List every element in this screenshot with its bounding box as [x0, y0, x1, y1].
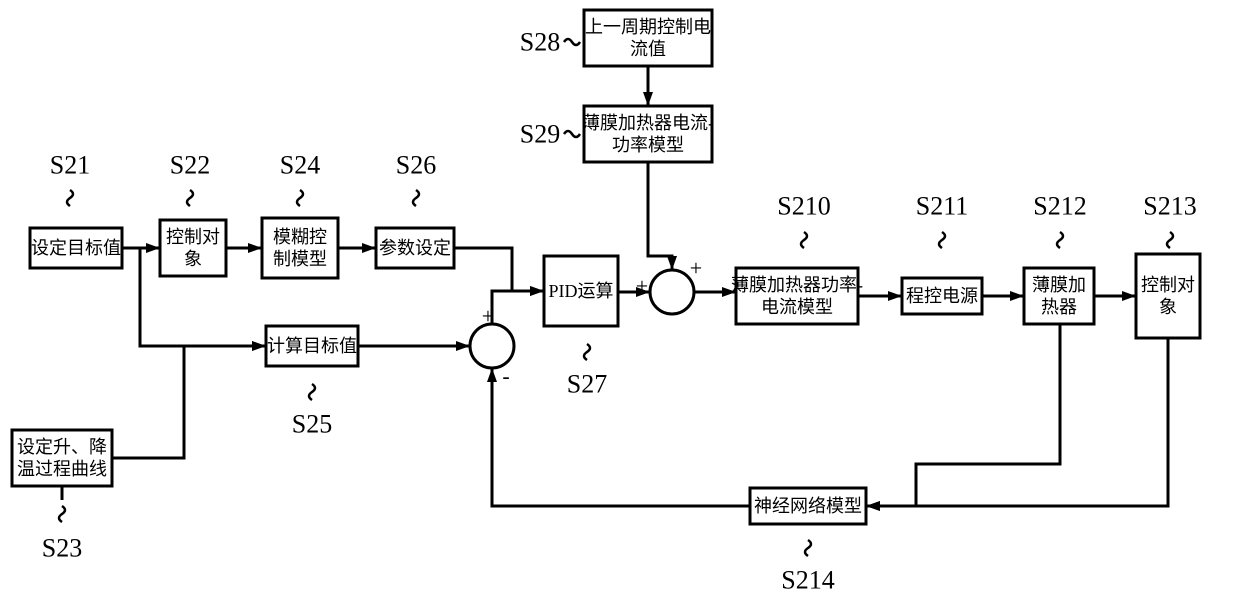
edge	[492, 291, 544, 324]
flowchart: 设定目标值控制对象模糊控制模型参数设定PID运算上一周期控制电流值薄膜加热器电流…	[0, 0, 1240, 614]
block-label-s25-0: 计算目标值	[267, 336, 357, 356]
block-label-s211-0: 程控电源	[906, 286, 978, 306]
tag-tilde-s21	[67, 190, 73, 206]
arrow-head	[362, 243, 376, 253]
edge	[648, 162, 672, 270]
arrow-head	[487, 368, 497, 382]
edge	[454, 248, 544, 291]
block-label-s23-0: 设定升、降	[17, 437, 107, 457]
tag-s212: S212	[1033, 192, 1086, 221]
block-label-s212-0: 薄膜加	[1032, 275, 1086, 295]
tag-tilde-s210	[801, 232, 807, 248]
sum-sign-sum2-plus2: +	[690, 256, 702, 281]
block-label-s29-0: 薄膜加热器电流-	[582, 113, 714, 133]
block-label-s213-0: 控制对	[1141, 275, 1195, 295]
tag-tilde-s25	[309, 384, 315, 400]
arrow-head	[667, 256, 677, 270]
sum-sign-sum1-plus: +	[482, 304, 494, 329]
block-label-s28-0: 上一周期控制电	[585, 17, 711, 37]
arrow-head	[252, 341, 266, 351]
tag-s27: S27	[567, 370, 607, 399]
block-label-s27-0: PID运算	[548, 281, 613, 301]
arrow-head	[146, 243, 160, 253]
tag-tilde-s23	[59, 506, 65, 522]
sum-sign-sum2-plus1: +	[636, 274, 648, 299]
block-label-s22-0: 控制对	[166, 227, 220, 247]
edge	[866, 338, 1168, 506]
arrow-head	[456, 341, 470, 351]
arrow-head	[866, 501, 880, 511]
tag-s28: S28	[520, 28, 560, 57]
arrow-head	[248, 243, 262, 253]
arrow-head	[530, 286, 544, 296]
edge	[492, 368, 750, 506]
tag-s213: S213	[1143, 192, 1196, 221]
block-label-s26-0: 参数设定	[379, 238, 451, 258]
tag-tilde-s213	[1167, 232, 1173, 248]
sum-sum1	[470, 324, 514, 368]
block-label-s28-1: 流值	[630, 39, 666, 59]
block-label-s214-0: 神经网络模型	[754, 496, 862, 516]
tag-tilde-s212	[1057, 232, 1063, 248]
block-label-s21-0: 设定目标值	[31, 238, 121, 258]
block-label-s22-1: 象	[184, 249, 202, 269]
tag-tilde-s22	[187, 190, 193, 206]
block-label-s24-0: 模糊控	[273, 227, 327, 247]
edge	[112, 346, 266, 458]
tag-s210: S210	[777, 192, 830, 221]
block-label-s24-1: 制模型	[273, 249, 327, 269]
block-label-s29-1: 功率模型	[612, 135, 684, 155]
block-label-s213-1: 象	[1159, 297, 1177, 317]
tag-s26: S26	[396, 151, 436, 180]
tag-s22: S22	[170, 151, 210, 180]
edge	[866, 324, 1060, 506]
block-label-s212-1: 热器	[1041, 297, 1077, 317]
tag-s214: S214	[781, 566, 834, 595]
block-label-s23-1: 温过程曲线	[17, 459, 107, 479]
block-label-s210-0: 薄膜加热器功率-	[731, 275, 863, 295]
arrow-head	[643, 92, 653, 106]
tag-s24: S24	[280, 151, 320, 180]
sum-sign-sum1-minus: -	[502, 364, 509, 389]
sum-sum2	[650, 270, 694, 314]
tag-s211: S211	[916, 192, 969, 221]
tag-tilde-s211	[939, 232, 945, 248]
tag-tilde-s214	[805, 540, 811, 556]
tag-tilde-s24	[297, 190, 303, 206]
tag-s29: S29	[520, 120, 560, 149]
tag-tilde-s28	[564, 39, 580, 45]
tag-s23: S23	[42, 534, 82, 563]
tag-tilde-s27	[584, 344, 590, 360]
tag-s25: S25	[292, 410, 332, 439]
arrow-head	[888, 291, 902, 301]
block-label-s210-1: 电流模型	[761, 297, 833, 317]
arrow-head	[1122, 291, 1136, 301]
tag-tilde-s29	[564, 131, 580, 137]
arrow-head	[1010, 291, 1024, 301]
tag-tilde-s26	[413, 190, 419, 206]
tag-s21: S21	[50, 151, 90, 180]
